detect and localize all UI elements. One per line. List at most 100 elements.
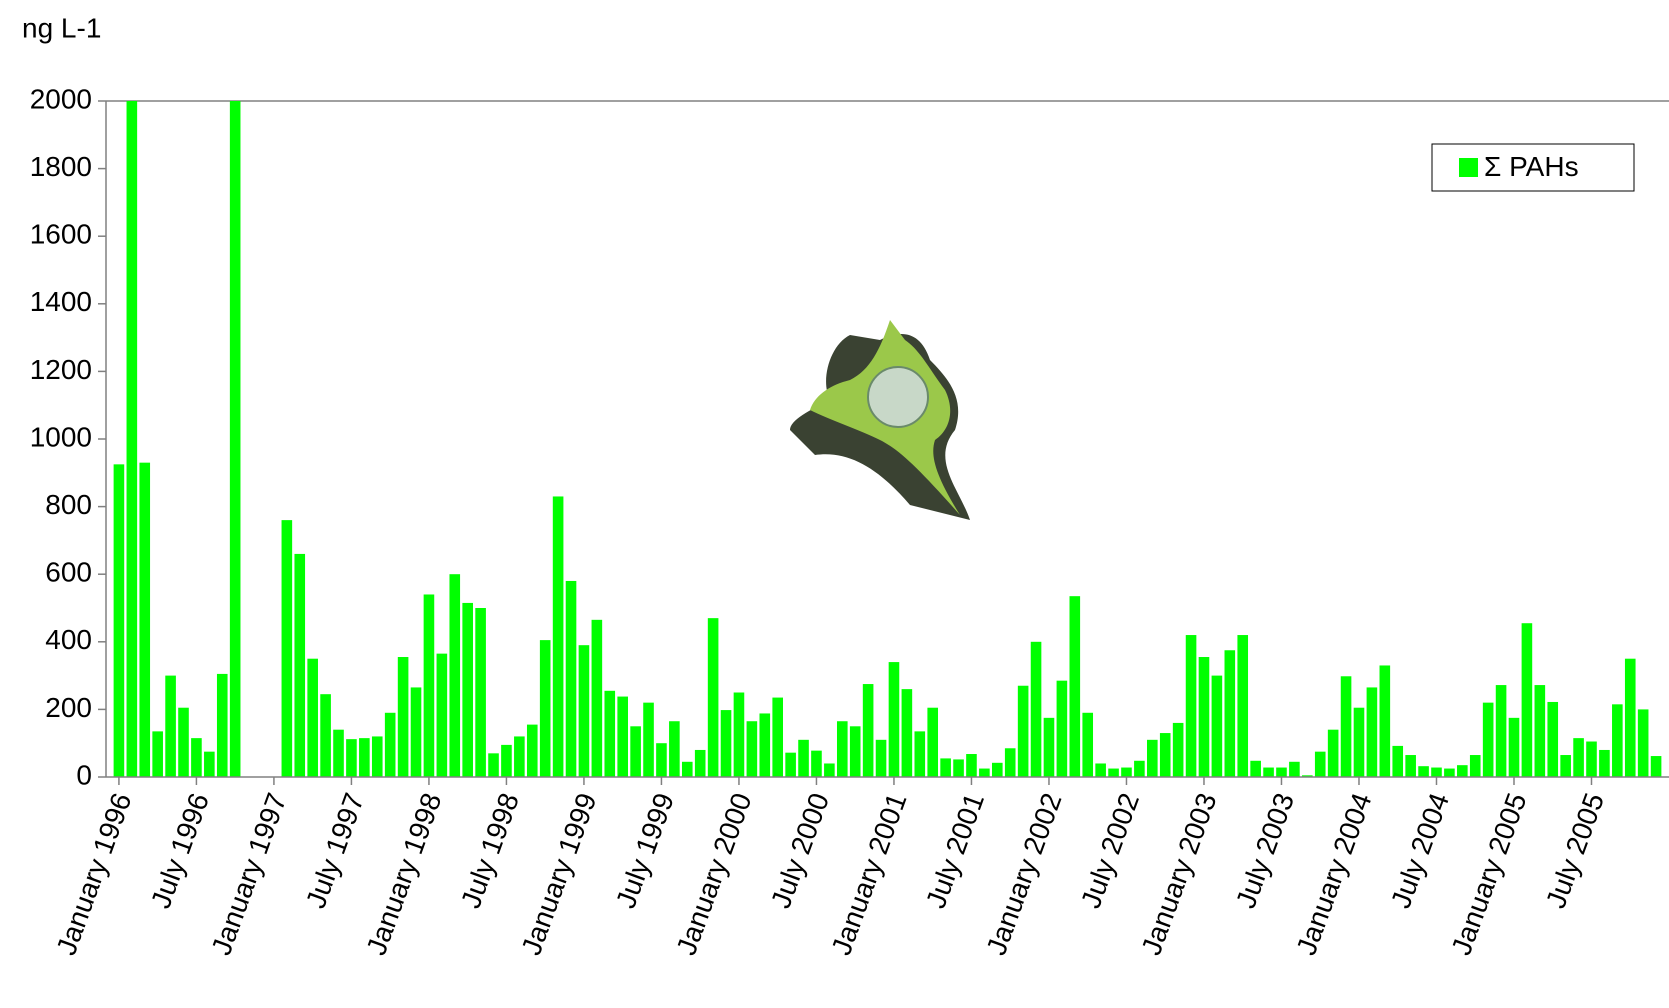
y-tick-label: 0: [76, 759, 92, 790]
y-tick-label: 800: [45, 489, 92, 520]
bar: [1650, 756, 1662, 777]
bar: [346, 739, 357, 777]
y-tick-label: 400: [45, 624, 92, 655]
bar: [1211, 675, 1223, 777]
bar: [759, 713, 771, 777]
bar: [1185, 635, 1197, 777]
bar: [165, 675, 176, 777]
y-axis-label: ng L-1: [22, 12, 101, 43]
bar: [475, 608, 486, 777]
bar: [1612, 704, 1623, 777]
y-tick-label: 200: [45, 692, 92, 723]
y-tick-label: 600: [45, 557, 92, 588]
bar: [410, 687, 422, 777]
bar: [1237, 635, 1249, 777]
bar: [1495, 685, 1507, 777]
x-tick-label: July 1997: [300, 789, 370, 912]
bar: [733, 692, 745, 777]
bar: [578, 645, 590, 777]
bar: [940, 758, 951, 777]
y-tick-label: 2000: [30, 83, 92, 114]
bar: [501, 744, 512, 777]
bar: [1082, 712, 1094, 777]
bar: [359, 738, 370, 777]
x-tick-label: July 2001: [920, 789, 990, 912]
bar: [953, 759, 964, 777]
bar: [552, 496, 564, 777]
bar: [1560, 755, 1571, 777]
bar: [423, 594, 435, 777]
bar: [1121, 767, 1132, 777]
bar: [875, 739, 887, 777]
bar: [1366, 687, 1378, 777]
bar: [178, 707, 189, 777]
bar: [927, 707, 939, 777]
bar: [1069, 596, 1081, 777]
bar: [1405, 755, 1416, 777]
bar: [694, 749, 706, 777]
bar: [1508, 717, 1520, 777]
bar: [1444, 768, 1455, 777]
x-tick-label: July 1999: [610, 789, 680, 912]
bar: [1418, 766, 1429, 777]
bar: [1224, 650, 1236, 777]
bar: [1017, 685, 1029, 777]
bar: [1030, 641, 1042, 777]
bar: [1095, 763, 1106, 777]
bar: [1637, 709, 1649, 777]
bar: [152, 731, 163, 777]
bar: [1302, 775, 1313, 777]
bar: [681, 761, 693, 777]
decoration: [790, 320, 970, 520]
bar: [1172, 722, 1184, 777]
bar: [1534, 685, 1546, 777]
bar: [281, 520, 293, 777]
bar: [113, 464, 125, 777]
x-tick-label: January 1999: [515, 789, 602, 959]
bar: [1392, 745, 1404, 777]
bar: [1134, 760, 1145, 777]
x-tick-label: July 2005: [1540, 789, 1610, 912]
bar: [565, 580, 577, 777]
x-tick-label: January 2003: [1135, 789, 1222, 959]
bar: [1624, 658, 1636, 777]
bar: [294, 553, 306, 777]
x-tick-label: January 1998: [360, 789, 447, 959]
y-tick-label: 1400: [30, 286, 92, 317]
bar: [1198, 657, 1210, 777]
bar: [591, 619, 603, 777]
bar: [811, 750, 822, 777]
legend-swatch: [1459, 158, 1478, 177]
bar: [1004, 748, 1016, 777]
y-tick-label: 1800: [30, 151, 92, 182]
bar: [1547, 701, 1559, 777]
x-tick-label: July 2003: [1230, 789, 1300, 912]
bar: [1599, 749, 1610, 777]
bar: [901, 689, 913, 777]
bar: [966, 754, 977, 777]
bar: [1521, 623, 1533, 777]
bar: [462, 602, 473, 777]
bar: [1457, 765, 1468, 777]
bar: [384, 712, 396, 777]
y-tick-label: 1600: [30, 219, 92, 250]
bar: [772, 697, 784, 777]
legend-label: Σ PAHs: [1484, 151, 1579, 182]
x-tick-label: January 2005: [1445, 789, 1532, 959]
bar: [1327, 729, 1339, 777]
bar: [617, 696, 628, 777]
bar: [191, 738, 202, 777]
bar: [526, 724, 538, 777]
bar: [1379, 665, 1391, 777]
x-tick-label: January 1997: [205, 789, 292, 959]
bar: [669, 721, 680, 777]
bar: [1056, 680, 1068, 777]
bar: [449, 574, 461, 777]
bar: [785, 752, 796, 777]
bar: [307, 658, 318, 777]
bar: [656, 743, 667, 777]
bar: [204, 751, 215, 777]
bar: [539, 640, 551, 777]
bar: [1289, 761, 1300, 777]
bar: [139, 462, 151, 777]
